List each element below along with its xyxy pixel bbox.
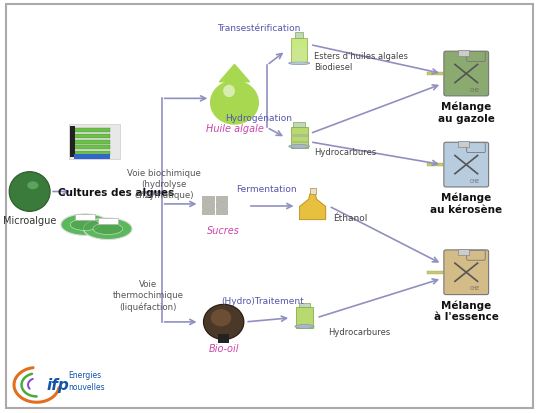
- Ellipse shape: [289, 62, 309, 66]
- Bar: [202, 196, 214, 202]
- Ellipse shape: [27, 182, 38, 190]
- Text: Mélange
à l'essence: Mélange à l'essence: [434, 299, 499, 321]
- Bar: [458, 51, 469, 57]
- Bar: [299, 303, 310, 308]
- Bar: [458, 142, 469, 148]
- Text: Mélange
au gazole: Mélange au gazole: [438, 101, 495, 123]
- FancyBboxPatch shape: [467, 143, 485, 153]
- Bar: [74, 146, 110, 150]
- FancyBboxPatch shape: [467, 52, 485, 62]
- Ellipse shape: [93, 223, 123, 235]
- Polygon shape: [211, 82, 258, 125]
- Bar: [427, 271, 443, 274]
- FancyBboxPatch shape: [444, 52, 488, 97]
- Text: Hydrogénation: Hydrogénation: [225, 113, 292, 122]
- Text: Cultures des algues: Cultures des algues: [58, 187, 174, 197]
- Bar: [309, 189, 316, 195]
- Text: Mélange
au kérosène: Mélange au kérosène: [430, 192, 502, 214]
- Text: Sucres: Sucres: [208, 225, 240, 235]
- Text: Esters d'huiles algales
Biodiesel: Esters d'huiles algales Biodiesel: [314, 52, 407, 71]
- Text: Éthanol: Éthanol: [333, 214, 368, 223]
- Text: Huile algale: Huile algale: [205, 124, 264, 134]
- Ellipse shape: [204, 305, 244, 339]
- Text: Bio-oil: Bio-oil: [209, 344, 239, 354]
- Bar: [74, 152, 110, 156]
- Bar: [293, 123, 305, 128]
- Bar: [70, 127, 75, 158]
- Text: CHE: CHE: [470, 88, 480, 93]
- Bar: [74, 155, 110, 159]
- Text: Microalgue: Microalgue: [3, 216, 57, 225]
- Text: (Hydro)Traitement: (Hydro)Traitement: [222, 296, 305, 305]
- Text: Voie
thermochimique
(liquéfaction): Voie thermochimique (liquéfaction): [113, 280, 184, 311]
- Ellipse shape: [84, 218, 132, 240]
- Bar: [291, 39, 307, 64]
- Bar: [218, 335, 229, 343]
- Bar: [291, 142, 308, 144]
- Ellipse shape: [223, 85, 235, 98]
- Text: Hydrocarbures: Hydrocarbures: [314, 147, 376, 157]
- Bar: [295, 33, 303, 39]
- Bar: [458, 249, 469, 255]
- Polygon shape: [300, 195, 326, 220]
- FancyBboxPatch shape: [467, 251, 485, 261]
- Bar: [202, 209, 214, 215]
- Bar: [427, 164, 443, 167]
- Ellipse shape: [211, 309, 231, 327]
- Bar: [292, 48, 306, 63]
- Ellipse shape: [295, 325, 314, 329]
- Text: CHE: CHE: [470, 286, 480, 291]
- Text: Energies
nouvelles: Energies nouvelles: [68, 370, 105, 391]
- Bar: [216, 196, 227, 202]
- Bar: [216, 203, 227, 208]
- FancyBboxPatch shape: [6, 5, 533, 408]
- Text: Hydrocarbures: Hydrocarbures: [328, 327, 390, 336]
- Bar: [291, 128, 308, 149]
- Ellipse shape: [9, 172, 50, 212]
- Polygon shape: [219, 65, 250, 83]
- Text: CHE: CHE: [470, 178, 480, 183]
- Bar: [75, 214, 95, 220]
- Ellipse shape: [70, 219, 100, 231]
- Text: Transestérification: Transestérification: [217, 24, 300, 33]
- Text: ifp: ifp: [46, 377, 69, 392]
- Bar: [74, 128, 110, 133]
- Bar: [98, 218, 118, 224]
- Bar: [427, 73, 443, 76]
- Bar: [202, 203, 214, 208]
- Ellipse shape: [61, 214, 109, 236]
- Bar: [216, 209, 227, 215]
- FancyBboxPatch shape: [444, 143, 488, 188]
- Bar: [296, 308, 313, 328]
- Text: Fermentation: Fermentation: [237, 185, 297, 194]
- Bar: [69, 125, 120, 160]
- FancyBboxPatch shape: [444, 250, 488, 295]
- Bar: [291, 135, 308, 138]
- Ellipse shape: [289, 145, 309, 149]
- Bar: [74, 134, 110, 138]
- Text: Voie biochimique
(hydrolyse
enzymatique): Voie biochimique (hydrolyse enzymatique): [127, 168, 202, 199]
- Bar: [74, 140, 110, 144]
